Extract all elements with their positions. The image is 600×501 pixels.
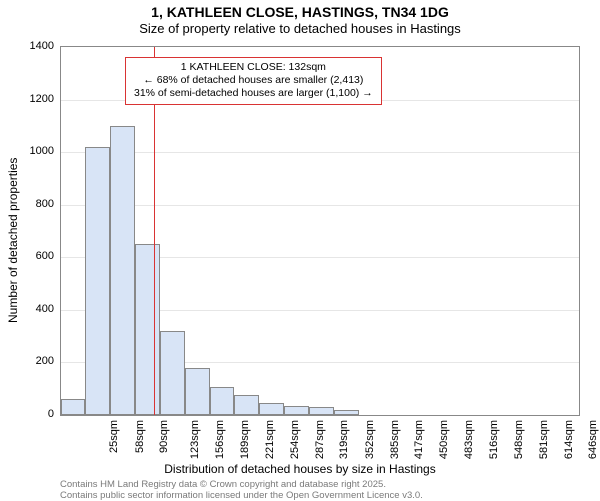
histogram-bar: [85, 147, 109, 415]
histogram-bar: [135, 244, 160, 415]
ytick-label: 1400: [14, 40, 54, 52]
ytick-label: 800: [14, 198, 54, 210]
xtick-label: 90sqm: [158, 420, 170, 453]
xtick-label: 581sqm: [538, 420, 550, 459]
histogram-bar: [309, 407, 334, 415]
annotation-line: 31% of semi-detached houses are larger (…: [134, 87, 373, 100]
chart-title-block: 1, KATHLEEN CLOSE, HASTINGS, TN34 1DG Si…: [0, 0, 600, 36]
y-axis-label: Number of detached properties: [6, 158, 20, 323]
ytick-label: 600: [14, 250, 54, 262]
histogram-bar: [284, 406, 308, 415]
xtick-label: 254sqm: [289, 420, 301, 459]
plot-area: 1 KATHLEEN CLOSE: 132sqm← 68% of detache…: [60, 46, 580, 416]
annotation-box: 1 KATHLEEN CLOSE: 132sqm← 68% of detache…: [125, 57, 382, 105]
ytick-label: 1000: [14, 145, 54, 157]
ytick-label: 400: [14, 303, 54, 315]
title-line2: Size of property relative to detached ho…: [0, 21, 600, 37]
xtick-label: 25sqm: [108, 420, 120, 453]
xtick-label: 319sqm: [339, 420, 351, 459]
xtick-label: 287sqm: [314, 420, 326, 459]
gridline: [61, 152, 579, 153]
annotation-line: ← 68% of detached houses are smaller (2,…: [134, 74, 373, 87]
histogram-bar: [160, 331, 185, 415]
xtick-label: 548sqm: [513, 420, 525, 459]
ytick-label: 200: [14, 355, 54, 367]
histogram-bar: [334, 410, 359, 415]
footnote-1: Contains HM Land Registry data © Crown c…: [60, 479, 386, 490]
histogram-bar: [61, 399, 85, 415]
histogram-bar: [234, 395, 259, 415]
xtick-label: 123sqm: [189, 420, 201, 459]
histogram-bar: [259, 403, 284, 415]
annotation-line: 1 KATHLEEN CLOSE: 132sqm: [134, 61, 373, 74]
xtick-label: 516sqm: [489, 420, 501, 459]
histogram-bar: [110, 126, 135, 415]
xtick-label: 417sqm: [413, 420, 425, 459]
histogram-bar: [185, 368, 209, 415]
xtick-label: 352sqm: [364, 420, 376, 459]
xtick-label: 483sqm: [463, 420, 475, 459]
xtick-label: 156sqm: [214, 420, 226, 459]
ytick-label: 1200: [14, 93, 54, 105]
histogram-bar: [210, 387, 234, 415]
xtick-label: 385sqm: [389, 420, 401, 459]
xtick-label: 450sqm: [438, 420, 450, 459]
xtick-label: 58sqm: [134, 420, 146, 453]
ytick-label: 0: [14, 408, 54, 420]
x-axis-label: Distribution of detached houses by size …: [0, 462, 600, 476]
title-line1: 1, KATHLEEN CLOSE, HASTINGS, TN34 1DG: [0, 4, 600, 21]
xtick-label: 646sqm: [588, 420, 600, 459]
footnote-2: Contains public sector information licen…: [60, 490, 423, 501]
gridline: [61, 205, 579, 206]
xtick-label: 189sqm: [239, 420, 251, 459]
xtick-label: 614sqm: [563, 420, 575, 459]
xtick-label: 221sqm: [264, 420, 276, 459]
